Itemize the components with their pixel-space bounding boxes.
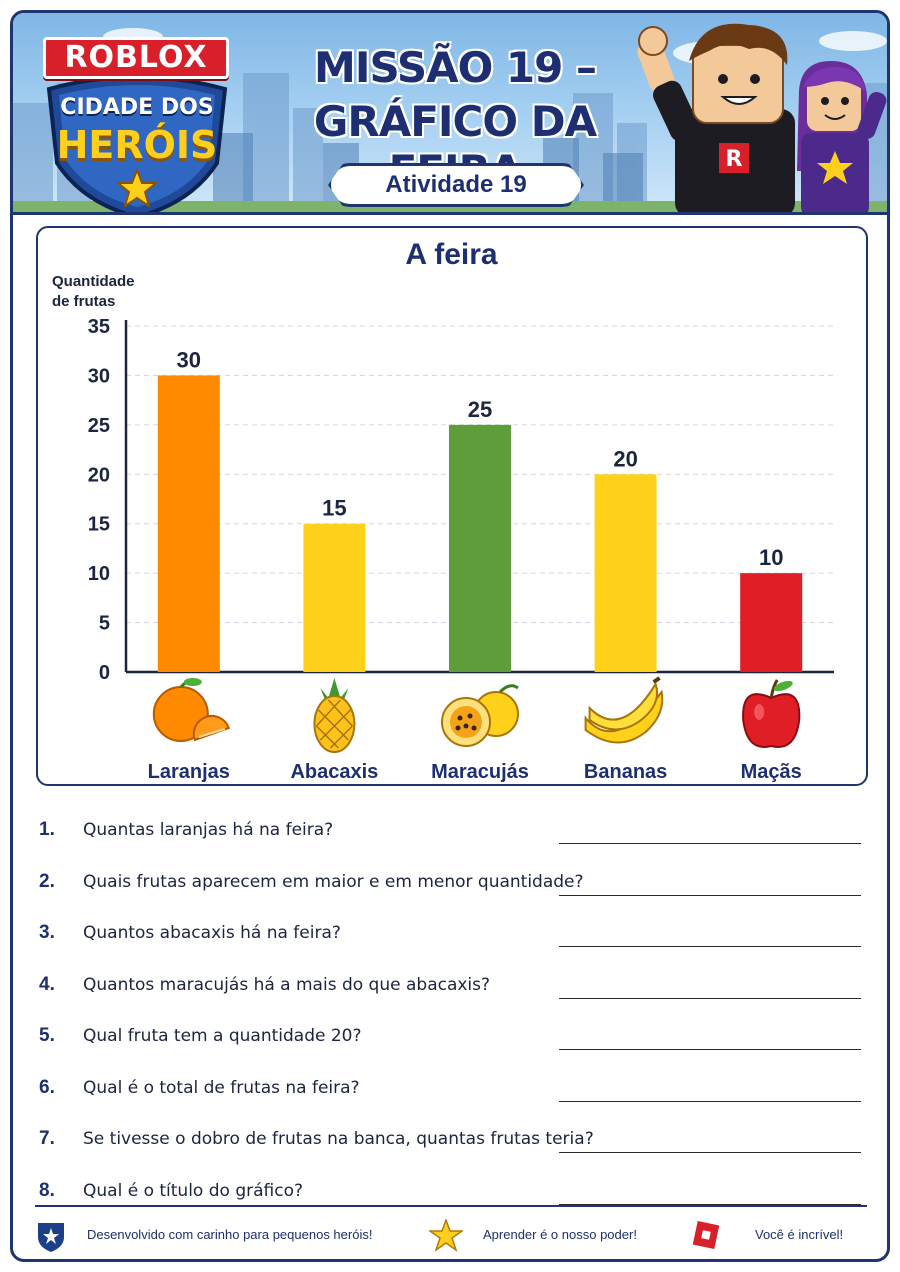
question-number: 2. <box>39 870 55 892</box>
question-text: Se tivesse o dobro de frutas na banca, q… <box>83 1129 594 1149</box>
boy-character-icon: R <box>637 23 795 212</box>
question-text: Qual fruta tem a quantidade 20? <box>83 1026 362 1046</box>
data-label: 10 <box>759 545 783 570</box>
y-tick-label: 0 <box>99 662 110 684</box>
bar-maçãs <box>740 573 803 672</box>
question-text: Qual é o total de frutas na feira? <box>83 1077 360 1098</box>
answer-line[interactable] <box>559 1049 861 1050</box>
answer-line[interactable] <box>559 997 861 999</box>
question-row: 4. Quantos maracujás há a mais do que aba… <box>39 973 861 1004</box>
answer-line[interactable] <box>559 1203 861 1205</box>
y-tick-label: 35 <box>88 316 110 338</box>
y-tick-label: 30 <box>88 365 110 387</box>
question-row: 2. Quais frutas aparecem em maior e em me… <box>39 870 861 901</box>
orange-icon <box>152 678 231 742</box>
y-tick-label: 20 <box>88 464 110 486</box>
data-label: 15 <box>322 496 346 521</box>
answer-line[interactable] <box>559 894 861 896</box>
pineapple-icon <box>313 678 356 753</box>
footer-text-2: Aprender é o nosso poder! <box>483 1227 637 1242</box>
passion-fruit-icon <box>441 684 519 747</box>
question-number: 8. <box>39 1179 55 1201</box>
y-tick-label: 25 <box>88 415 110 437</box>
bar-bananas <box>594 474 657 672</box>
star-icon <box>429 1219 463 1252</box>
answer-line[interactable] <box>559 1100 861 1102</box>
bar-abacaxis <box>303 523 366 672</box>
answer-line[interactable] <box>559 843 861 844</box>
bar-chart: 0 5 10 15 20 25 30 35 30 Laranjas 15 Abacaxis 25 Mara… <box>88 316 834 783</box>
svg-text:R: R <box>726 147 743 172</box>
activity-badge: Atividade 19 <box>328 163 584 207</box>
x-category-label: Maçãs <box>741 761 802 783</box>
bar-laranjas <box>157 375 220 672</box>
question-text: Quantos abacaxis há na feira? <box>83 923 341 943</box>
y-tick-label: 10 <box>88 563 110 585</box>
star-icon <box>117 169 157 207</box>
data-label: 30 <box>177 347 201 372</box>
header-banner: ROBLOX CIDADE DOS HERÓIS MISSÃO 19 – GRÁ… <box>13 13 887 215</box>
cidade-dos-herois-logo: ROBLOX CIDADE DOS HERÓIS <box>31 27 241 212</box>
question-row: 8. Qual é o título do gráfico? <box>39 1179 861 1210</box>
question-row: 1. Quantas laranjas há na feira? <box>39 819 861 849</box>
y-tick-label: 5 <box>99 613 110 635</box>
footer-divider <box>35 1205 867 1207</box>
question-text: Quantos maracujás há a mais do que abaca… <box>83 974 491 995</box>
question-number: 4. <box>39 973 55 995</box>
y-axis-label: Quantidade de frutas <box>52 272 162 312</box>
girl-character-icon <box>797 61 887 212</box>
logo-line2: HERÓIS <box>56 123 218 167</box>
data-label: 20 <box>613 446 637 471</box>
y-axis-label-line1: Quantidade <box>52 273 135 290</box>
bar-maracujás <box>449 424 511 672</box>
shield-star-icon <box>38 1223 64 1252</box>
data-label: 25 <box>468 397 492 422</box>
question-row: 6. Qual é o total de frutas na feira? <box>39 1076 861 1107</box>
answer-line[interactable] <box>559 1152 861 1153</box>
roblox-characters-illustration: R <box>637 23 887 212</box>
banana-icon <box>584 676 664 744</box>
x-category-label: Laranjas <box>148 761 230 783</box>
question-text: Quantas laranjas há na feira? <box>83 820 334 840</box>
roblox-brand: ROBLOX <box>43 37 229 79</box>
question-number: 1. <box>39 819 55 840</box>
question-text: Quais frutas aparecem em maior e em meno… <box>83 871 584 892</box>
worksheet-page: ROBLOX CIDADE DOS HERÓIS MISSÃO 19 – GRÁ… <box>10 10 890 1262</box>
question-text: Qual é o título do gráfico? <box>83 1180 303 1201</box>
question-number: 3. <box>39 922 55 943</box>
question-row: 7. Se tivesse o dobro de frutas na banca,… <box>39 1128 861 1158</box>
chart-title: A feira <box>405 238 498 271</box>
y-tick-label: 15 <box>88 514 110 536</box>
chart-panel: A feira Quantidade de frutas 0 5 10 15 20 25 3… <box>36 226 868 786</box>
footer-item-1: Desenvolvido com carinho para pequenos h… <box>35 1219 415 1253</box>
question-number: 6. <box>39 1076 55 1098</box>
footer-text-3: Você é incrível! <box>755 1227 844 1242</box>
apple-icon <box>742 679 801 748</box>
question-row: 3. Quantos abacaxis há na feira? <box>39 922 861 952</box>
footer-text-1: Desenvolvido com carinho para pequenos h… <box>87 1227 373 1242</box>
logo-line1: CIDADE DOS <box>60 95 214 120</box>
answer-line[interactable] <box>559 946 861 947</box>
page-title-line1: MISSÃO 19 – <box>314 43 597 92</box>
question-number: 5. <box>39 1025 55 1046</box>
y-axis-label-line2: de frutas <box>52 293 116 310</box>
footer-item-3: Você é incrível! <box>691 1219 871 1253</box>
logo-shield-icon <box>46 75 228 212</box>
x-category-label: Abacaxis <box>290 761 378 783</box>
roblox-logo-icon <box>692 1220 720 1250</box>
x-category-label: Bananas <box>584 761 667 783</box>
footer-item-2: Aprender é o nosso poder! <box>429 1219 669 1253</box>
question-number: 7. <box>39 1128 55 1149</box>
question-row: 5. Qual fruta tem a quantidade 20? <box>39 1025 861 1055</box>
x-category-label: Maracujás <box>431 761 529 783</box>
